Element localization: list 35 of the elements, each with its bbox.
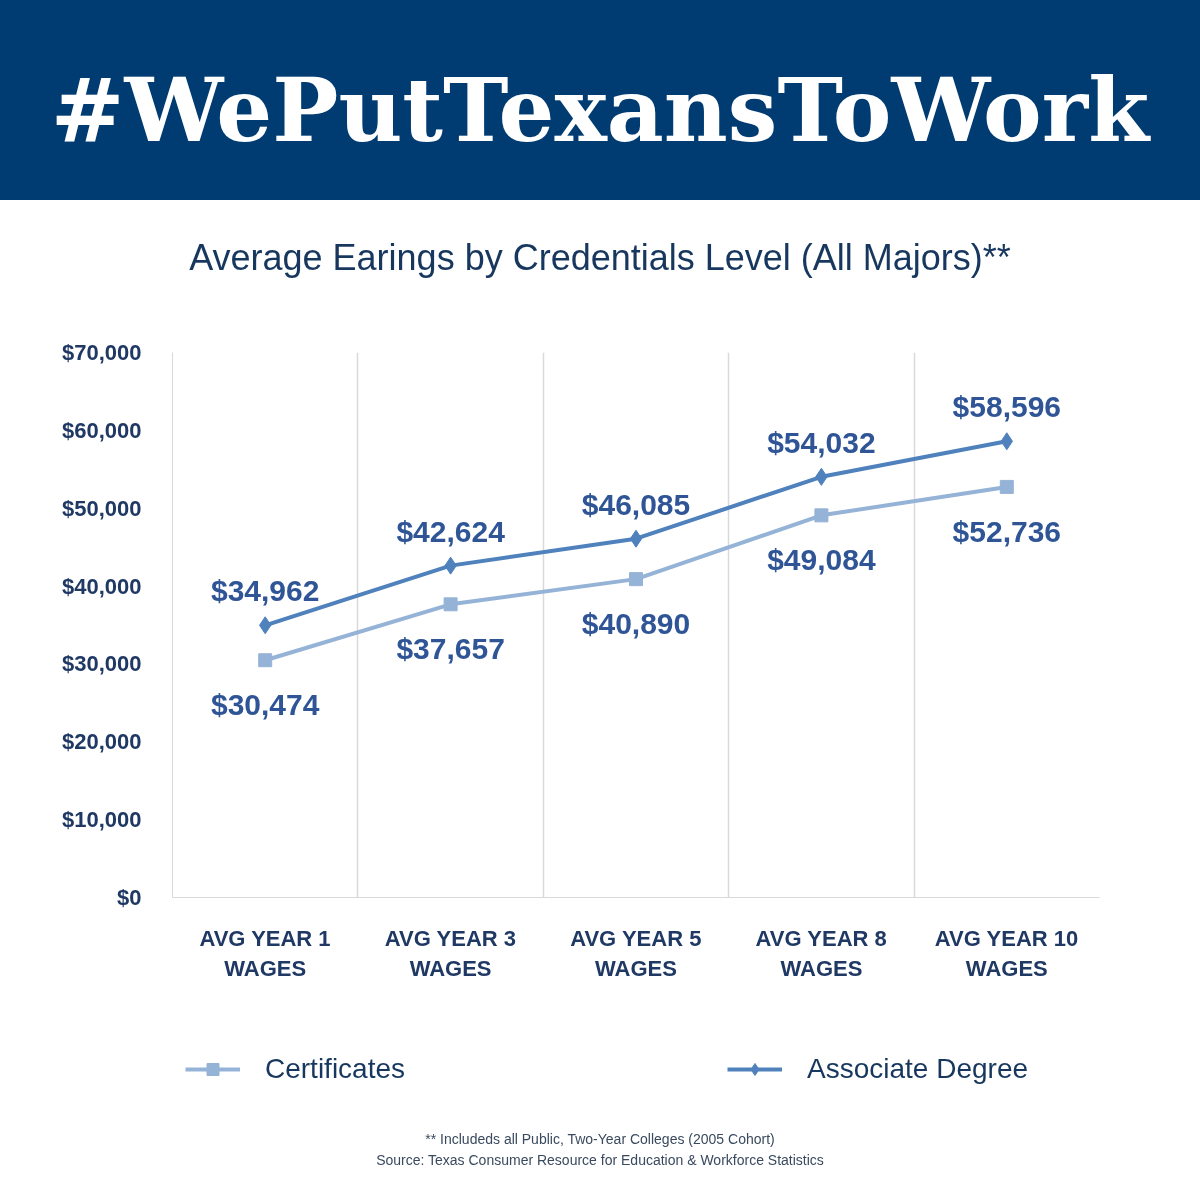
data-label: $42,624 — [396, 514, 506, 548]
point — [258, 653, 273, 668]
point — [814, 508, 829, 523]
data-label: $52,736 — [952, 514, 1062, 548]
chart-subtitle: Average Earings by Credentials Level (All Majors)** — [189, 237, 1011, 278]
point — [443, 597, 458, 612]
data-label: $34,962 — [210, 574, 320, 608]
data-label: $30,474 — [210, 688, 320, 722]
y-tick-label: $0 — [117, 885, 142, 910]
data-label: $58,596 — [952, 390, 1062, 424]
y-tick-label: $20,000 — [61, 729, 142, 755]
point — [999, 479, 1014, 494]
data-label: $40,890 — [581, 607, 691, 641]
data-label: $49,084 — [767, 543, 876, 577]
data-label: $54,032 — [767, 425, 876, 459]
x-tick-label: AVG YEAR 1 WAGES — [199, 925, 331, 981]
data-label: $46,085 — [581, 487, 691, 521]
x-tick-label: AVG YEAR 5 WAGES — [570, 925, 702, 981]
x-tick-label: AVG YEAR 3 WAGES — [384, 925, 517, 981]
x-tick-label: AVG YEAR 10 WAGES — [934, 925, 1079, 981]
point — [629, 572, 643, 587]
y-tick-label: $50,000 — [61, 495, 142, 521]
source-note: Source: Texas Consumer Resource for Education & Workforce Statistics — [376, 1152, 824, 1168]
y-tick-label: $30,000 — [61, 651, 142, 677]
legend-label: Certificates — [265, 1053, 406, 1085]
y-tick-label: $70,000 — [61, 340, 142, 365]
chart-title: #WePutTexansToWork — [50, 58, 1150, 162]
x-tick-label: AVG YEAR 8 WAGES — [755, 925, 887, 981]
y-tick-label: $40,000 — [61, 573, 142, 599]
point — [629, 529, 643, 548]
data-label: $37,657 — [396, 632, 505, 666]
y-tick-label: $60,000 — [61, 417, 142, 443]
legend-label: Associate Degree — [807, 1053, 1029, 1085]
y-tick-label: $10,000 — [61, 807, 142, 833]
text: ** Includeds all Public, Two-Year Colleges (2005 Cohort) — [425, 1131, 775, 1147]
